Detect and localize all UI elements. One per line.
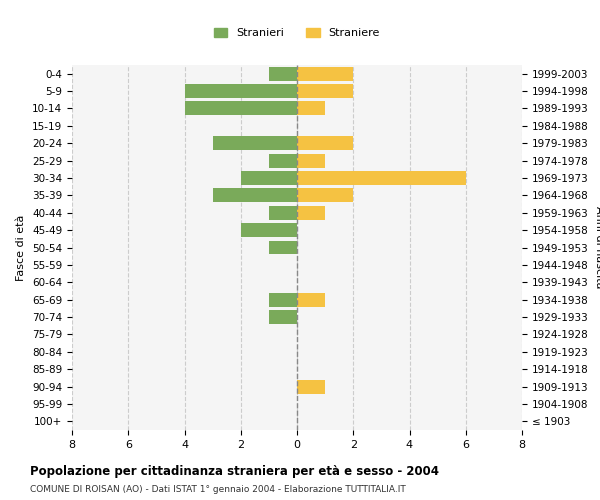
Legend: Stranieri, Straniere: Stranieri, Straniere: [209, 23, 385, 43]
Bar: [297, 292, 325, 306]
Bar: [269, 66, 297, 80]
Bar: [212, 188, 297, 202]
Y-axis label: Fasce di età: Fasce di età: [16, 214, 26, 280]
Bar: [185, 84, 297, 98]
Bar: [185, 102, 297, 116]
Bar: [297, 380, 325, 394]
Bar: [269, 240, 297, 254]
Bar: [297, 154, 325, 168]
Bar: [241, 223, 297, 237]
Bar: [297, 66, 353, 80]
Text: COMUNE DI ROISAN (AO) - Dati ISTAT 1° gennaio 2004 - Elaborazione TUTTITALIA.IT: COMUNE DI ROISAN (AO) - Dati ISTAT 1° ge…: [30, 485, 406, 494]
Bar: [297, 102, 325, 116]
Bar: [241, 171, 297, 185]
Bar: [269, 154, 297, 168]
Bar: [212, 136, 297, 150]
Bar: [297, 136, 353, 150]
Y-axis label: Anni di nascita: Anni di nascita: [594, 206, 600, 289]
Bar: [297, 188, 353, 202]
Text: Popolazione per cittadinanza straniera per età e sesso - 2004: Popolazione per cittadinanza straniera p…: [30, 465, 439, 478]
Bar: [297, 84, 353, 98]
Bar: [269, 292, 297, 306]
Bar: [297, 171, 466, 185]
Bar: [269, 310, 297, 324]
Bar: [269, 206, 297, 220]
Bar: [297, 206, 325, 220]
